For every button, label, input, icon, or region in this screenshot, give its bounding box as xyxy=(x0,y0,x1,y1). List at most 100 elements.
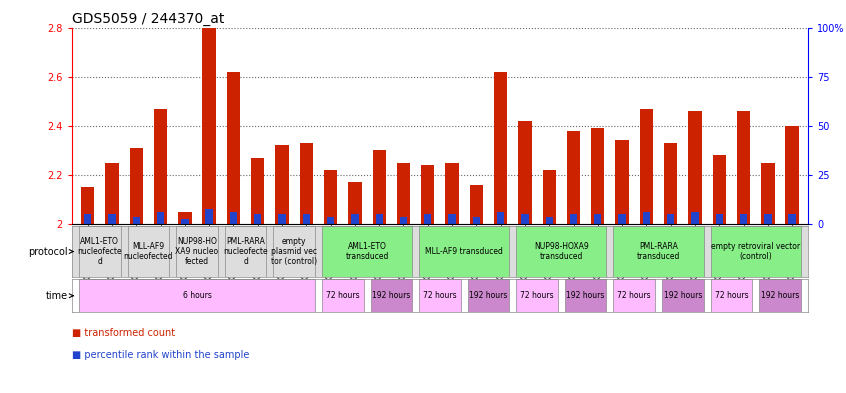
Bar xyxy=(740,214,747,224)
Bar xyxy=(567,130,580,224)
Bar xyxy=(759,279,801,312)
Text: 192 hours: 192 hours xyxy=(372,291,410,300)
Bar xyxy=(129,148,143,224)
Bar xyxy=(470,185,483,224)
Bar xyxy=(303,214,310,224)
Bar xyxy=(105,163,118,224)
Bar xyxy=(519,121,531,224)
Bar xyxy=(154,108,168,224)
Text: 72 hours: 72 hours xyxy=(326,291,360,300)
Text: 192 hours: 192 hours xyxy=(663,291,702,300)
Bar xyxy=(521,214,529,224)
Text: ■ percentile rank within the sample: ■ percentile rank within the sample xyxy=(72,350,250,360)
Text: time: time xyxy=(46,291,68,301)
Bar xyxy=(419,226,509,277)
Bar xyxy=(424,214,431,224)
Bar xyxy=(764,214,772,224)
Bar xyxy=(84,214,91,224)
Bar xyxy=(227,72,240,224)
Text: MLL-AF9
nucleofected: MLL-AF9 nucleofected xyxy=(124,242,173,261)
Bar xyxy=(254,214,261,224)
Text: 72 hours: 72 hours xyxy=(520,291,554,300)
Bar xyxy=(421,165,435,224)
Bar xyxy=(570,214,577,224)
Bar xyxy=(251,158,265,224)
Bar xyxy=(157,212,164,224)
Text: NUP98-HOXA9
transduced: NUP98-HOXA9 transduced xyxy=(534,242,589,261)
Bar xyxy=(788,214,796,224)
Text: 6 hours: 6 hours xyxy=(183,291,212,300)
Text: MLL-AF9 transduced: MLL-AF9 transduced xyxy=(426,247,503,256)
Bar xyxy=(615,140,629,224)
Bar xyxy=(737,111,750,224)
Text: 192 hours: 192 hours xyxy=(567,291,605,300)
Bar xyxy=(613,226,704,277)
Bar xyxy=(643,212,650,224)
Bar xyxy=(640,108,653,224)
Bar xyxy=(81,187,95,224)
Text: 72 hours: 72 hours xyxy=(423,291,457,300)
Bar xyxy=(181,219,189,224)
Text: empty
plasmid vec
tor (control): empty plasmid vec tor (control) xyxy=(271,237,317,266)
Bar xyxy=(322,279,364,312)
Bar xyxy=(202,28,216,224)
Bar xyxy=(516,226,607,277)
Bar xyxy=(128,226,169,277)
Text: 72 hours: 72 hours xyxy=(715,291,748,300)
Bar xyxy=(322,226,412,277)
Text: PML-RARA
transduced: PML-RARA transduced xyxy=(637,242,680,261)
Bar xyxy=(662,279,704,312)
Bar xyxy=(712,155,726,224)
Bar xyxy=(761,163,775,224)
Text: AML1-ETO
transduced: AML1-ETO transduced xyxy=(345,242,388,261)
Bar xyxy=(419,279,461,312)
Bar xyxy=(689,111,701,224)
Bar xyxy=(468,279,509,312)
Bar xyxy=(372,150,386,224)
Bar xyxy=(516,279,558,312)
Text: PML-RARA
nucleofecte
d: PML-RARA nucleofecte d xyxy=(223,237,268,266)
Bar xyxy=(618,214,626,224)
Bar xyxy=(448,214,456,224)
Bar xyxy=(349,182,361,224)
Text: 192 hours: 192 hours xyxy=(470,291,508,300)
Text: NUP98-HO
XA9 nucleo
fected: NUP98-HO XA9 nucleo fected xyxy=(175,237,218,266)
Bar xyxy=(400,217,407,224)
Bar xyxy=(299,143,313,224)
Bar xyxy=(133,217,140,224)
Text: 192 hours: 192 hours xyxy=(761,291,799,300)
Bar xyxy=(278,214,286,224)
Bar xyxy=(711,279,752,312)
Bar xyxy=(546,217,553,224)
Text: GDS5059 / 244370_at: GDS5059 / 244370_at xyxy=(72,13,224,26)
Bar xyxy=(542,170,556,224)
Bar xyxy=(667,214,674,224)
Bar xyxy=(206,209,213,224)
Bar xyxy=(594,214,602,224)
Bar xyxy=(376,214,383,224)
Bar xyxy=(273,226,315,277)
Bar xyxy=(79,226,121,277)
Bar xyxy=(691,212,699,224)
Bar xyxy=(351,214,359,224)
Bar xyxy=(445,163,459,224)
Text: AML1-ETO
nucleofecte
d: AML1-ETO nucleofecte d xyxy=(78,237,122,266)
Bar xyxy=(108,214,116,224)
Bar xyxy=(176,226,217,277)
Bar xyxy=(716,214,723,224)
Bar xyxy=(179,212,191,224)
Bar xyxy=(494,72,508,224)
Bar xyxy=(613,279,655,312)
Bar xyxy=(565,279,607,312)
Bar xyxy=(711,226,801,277)
Bar xyxy=(785,126,799,224)
Bar xyxy=(327,217,334,224)
Text: ■ transformed count: ■ transformed count xyxy=(72,328,175,338)
Bar xyxy=(664,143,678,224)
Bar xyxy=(371,279,412,312)
Bar xyxy=(473,217,480,224)
Text: empty retroviral vector
(control): empty retroviral vector (control) xyxy=(711,242,800,261)
Text: 72 hours: 72 hours xyxy=(618,291,651,300)
Text: protocol: protocol xyxy=(28,246,68,257)
Bar xyxy=(397,163,410,224)
